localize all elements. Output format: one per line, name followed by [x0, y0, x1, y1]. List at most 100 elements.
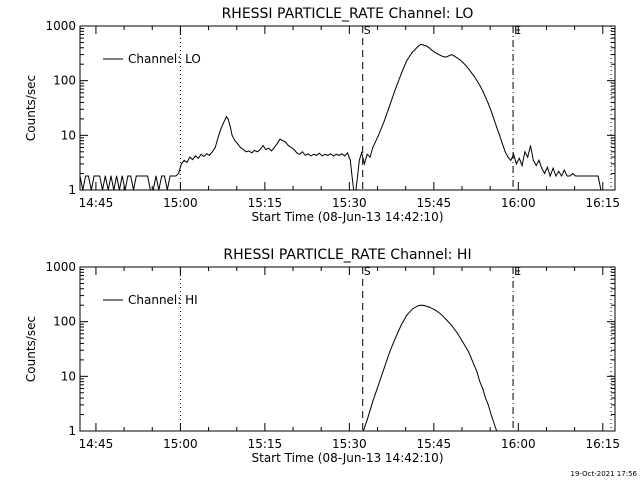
data-point: [378, 134, 379, 136]
data-point: [479, 84, 481, 86]
data-point: [276, 143, 278, 145]
data-point: [363, 163, 365, 165]
data-point: [476, 80, 478, 82]
data-point: [229, 126, 231, 128]
data-point: [203, 156, 205, 157]
data-point: [240, 147, 241, 148]
data-point: [225, 116, 227, 118]
data-point: [476, 371, 478, 373]
data-point: [141, 175, 143, 177]
x-tick-label: 15:30: [332, 437, 367, 451]
data-point: [332, 155, 334, 157]
data-point: [344, 155, 346, 157]
data-point: [600, 189, 602, 191]
y-tick-label: 1000: [45, 19, 76, 33]
data-point: [445, 56, 447, 58]
data-point: [383, 120, 385, 122]
data-point: [563, 169, 565, 171]
data-point: [178, 173, 180, 174]
y-tick-label: 1000: [45, 260, 76, 274]
data-point: [473, 364, 475, 366]
legend-label: Channel: HI: [128, 293, 198, 307]
data-point: [330, 153, 332, 155]
data-point: [175, 175, 177, 177]
data-point: [161, 175, 163, 177]
data-point: [558, 170, 560, 172]
data-point: [521, 165, 523, 167]
data-point: [510, 159, 512, 161]
data-point: [400, 325, 402, 326]
data-point: [357, 175, 359, 177]
data-point: [316, 154, 317, 156]
data-point: [378, 384, 379, 386]
data-point: [434, 51, 436, 53]
data-point: [93, 175, 95, 177]
data-point: [130, 175, 132, 177]
data-point: [515, 163, 517, 165]
data-point: [580, 175, 582, 177]
data-point: [214, 147, 216, 148]
y-tick-label: 100: [53, 74, 76, 88]
data-point: [127, 175, 129, 177]
data-point: [524, 151, 526, 153]
data-point: [603, 189, 605, 191]
y-tick-label: 10: [61, 128, 76, 142]
data-point: [265, 149, 267, 150]
data-point: [555, 175, 557, 177]
data-point: [485, 96, 486, 98]
series-line: [362, 304, 498, 432]
data-point: [158, 189, 160, 191]
data-point: [420, 43, 422, 45]
data-point: [470, 72, 472, 74]
data-point: [538, 159, 540, 161]
data-point: [347, 152, 348, 154]
data-point: [271, 150, 272, 152]
data-point: [544, 173, 546, 174]
x-tick-label: 16:00: [501, 196, 536, 210]
data-point: [183, 159, 185, 161]
plot-frame: [79, 25, 616, 191]
data-point: [227, 118, 229, 120]
data-point: [400, 73, 402, 75]
data-point: [535, 165, 537, 167]
x-tick-label: 15:45: [417, 196, 452, 210]
data-point: [237, 143, 239, 145]
data-point: [586, 175, 588, 177]
data-point: [451, 54, 453, 56]
data-point: [79, 175, 81, 177]
data-point: [425, 45, 427, 47]
time-marker-label: E: [514, 265, 521, 278]
x-tick-label: 15:15: [248, 196, 283, 210]
data-point: [85, 175, 87, 177]
data-point: [561, 175, 562, 177]
data-point: [493, 118, 495, 120]
data-point: [147, 175, 149, 177]
data-point: [499, 134, 501, 136]
data-point: [217, 137, 219, 139]
data-point: [99, 175, 101, 177]
data-point: [200, 153, 202, 155]
data-point: [490, 110, 492, 112]
data-point: [369, 156, 371, 158]
data-point: [487, 103, 489, 105]
data-point: [90, 189, 92, 191]
data-point: [490, 414, 492, 415]
data-point: [209, 154, 210, 156]
footer-timestamp: 19-Oct-2021 17:56: [571, 470, 638, 478]
data-point: [220, 128, 222, 130]
data-point: [96, 175, 98, 177]
data-point: [287, 145, 289, 147]
data-point: [335, 153, 337, 155]
data-point: [442, 56, 444, 58]
data-point: [569, 175, 571, 177]
data-point: [577, 175, 579, 177]
data-point: [234, 140, 236, 142]
data-point: [290, 147, 292, 148]
data-point: [459, 59, 461, 61]
data-point: [518, 157, 520, 159]
data-point: [468, 68, 470, 70]
data-point: [465, 64, 467, 66]
data-point: [133, 189, 134, 191]
data-point: [166, 189, 168, 191]
